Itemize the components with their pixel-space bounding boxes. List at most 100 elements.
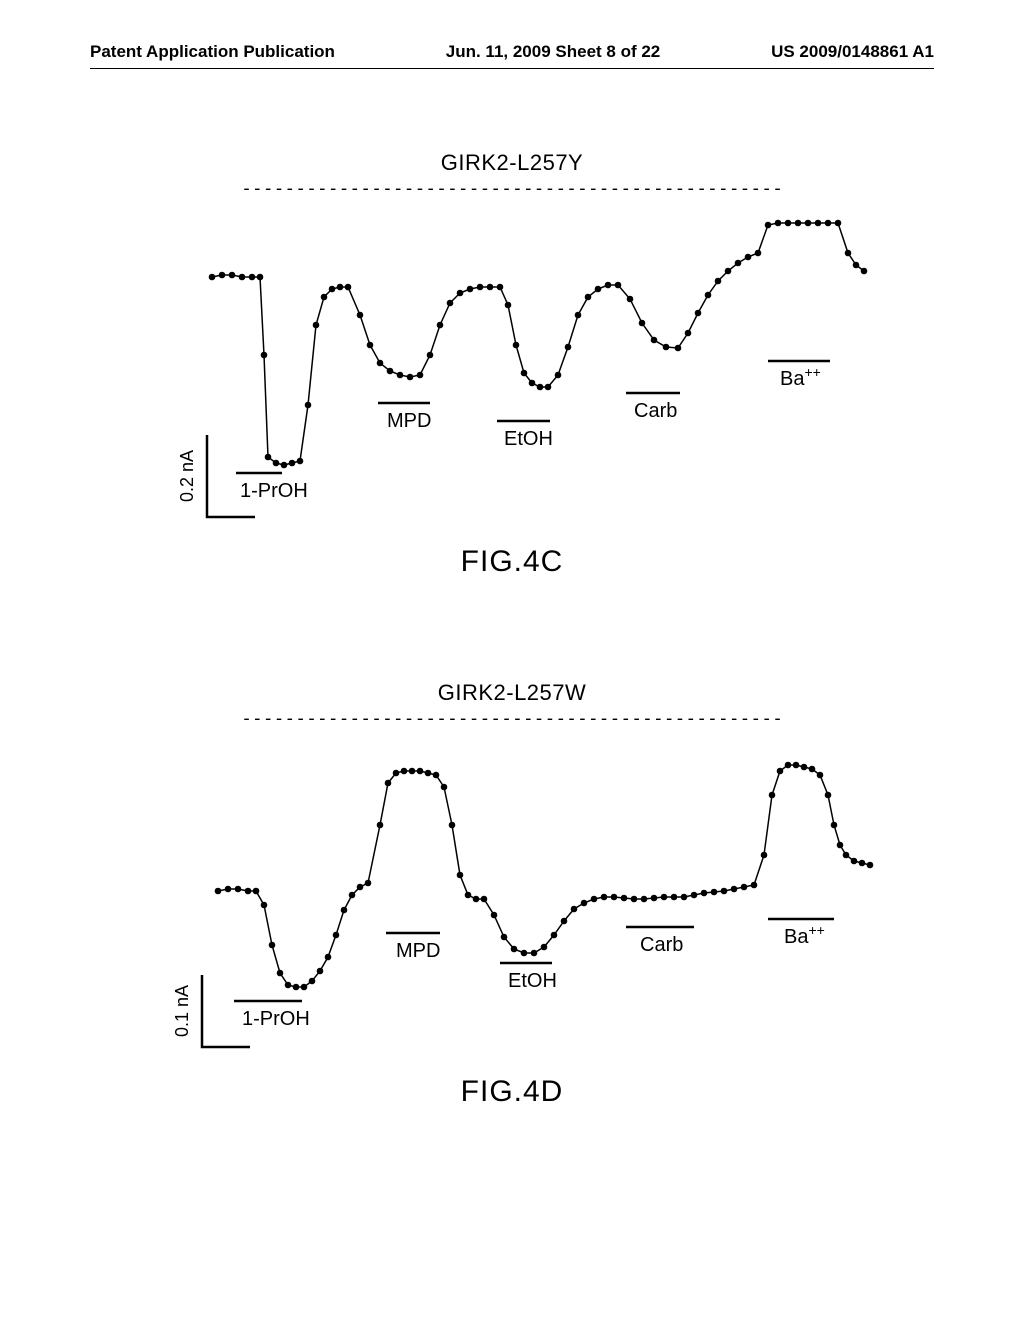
trace-marker [433, 772, 440, 779]
trace-marker [337, 284, 344, 291]
compound-label: EtOH [508, 970, 557, 992]
trace-marker [457, 872, 464, 879]
trace-marker [601, 894, 608, 901]
trace-marker [631, 896, 638, 903]
compound-label: MPD [387, 410, 431, 432]
trace-marker [641, 896, 648, 903]
header-right: US 2009/0148861 A1 [771, 42, 934, 62]
trace-marker [785, 220, 792, 227]
trace-marker [501, 934, 508, 941]
trace-marker [309, 978, 316, 985]
trace-marker [565, 344, 572, 351]
trace-marker [425, 770, 432, 777]
trace-marker [741, 884, 748, 891]
trace-marker [605, 282, 612, 289]
figure-caption: FIG.4C [0, 545, 1024, 579]
trace-marker [529, 380, 536, 387]
trace-svg: 0.2 nA1-PrOHMPDEtOHCarbBa++ [132, 205, 892, 525]
header-rule [90, 68, 934, 69]
trace-marker [537, 384, 544, 391]
trace-marker [487, 284, 494, 291]
trace-marker [521, 370, 528, 377]
trace-marker [397, 372, 404, 379]
page-header: Patent Application Publication Jun. 11, … [0, 42, 1024, 62]
trace-marker [249, 274, 256, 281]
trace-marker [457, 290, 464, 297]
trace-marker [387, 368, 394, 375]
trace-marker [317, 968, 324, 975]
trace-marker [681, 894, 688, 901]
trace-marker [561, 918, 568, 925]
trace-marker [215, 888, 222, 895]
compound-label: Ba++ [780, 364, 821, 390]
trace-marker [385, 780, 392, 787]
trace-marker [447, 300, 454, 307]
trace-marker [541, 944, 548, 951]
trace-marker [801, 764, 808, 771]
trace-marker [615, 282, 622, 289]
compound-label: 1-PrOH [242, 1008, 310, 1030]
trace-marker [861, 268, 868, 275]
figure-dash-rule: ----------------------------------------… [0, 178, 1024, 199]
trace-marker [591, 896, 598, 903]
trace-marker [497, 284, 504, 291]
trace-marker [225, 886, 232, 893]
trace-marker [273, 460, 280, 467]
trace-marker [845, 250, 852, 257]
trace-marker [671, 894, 678, 901]
trace-marker [285, 982, 292, 989]
trace-marker [751, 882, 758, 889]
trace-marker [393, 770, 400, 777]
trace-marker [261, 902, 268, 909]
trace-marker [825, 792, 832, 799]
trace-marker [357, 312, 364, 319]
header-left: Patent Application Publication [90, 42, 335, 62]
trace-marker [769, 792, 776, 799]
trace-marker [815, 220, 822, 227]
trace-marker [867, 862, 874, 869]
trace-marker [377, 822, 384, 829]
scale-label: 0.2 nA [177, 450, 197, 502]
trace-marker [277, 970, 284, 977]
trace-marker [853, 262, 860, 269]
trace-marker [765, 222, 772, 229]
trace-marker [795, 220, 802, 227]
trace-marker [685, 330, 692, 337]
trace-marker [407, 374, 414, 381]
trace-marker [219, 272, 226, 279]
trace-marker [595, 286, 602, 293]
chart-area: 0.1 nA1-PrOHMPDEtOHCarbBa++ [132, 735, 892, 1055]
trace-marker [521, 950, 528, 957]
trace-marker [349, 892, 356, 899]
trace-marker [611, 894, 618, 901]
trace-marker [513, 342, 520, 349]
trace-marker [333, 932, 340, 939]
trace-marker [289, 460, 296, 467]
trace-marker [473, 896, 480, 903]
trace-marker [427, 352, 434, 359]
trace-marker [805, 220, 812, 227]
trace-marker [639, 320, 646, 327]
trace-marker [449, 822, 456, 829]
trace-marker [831, 822, 838, 829]
trace-marker [785, 762, 792, 769]
trace-marker [817, 772, 824, 779]
trace-marker [417, 768, 424, 775]
compound-label: Ba++ [784, 922, 825, 948]
trace-marker [627, 296, 634, 303]
trace-marker [467, 286, 474, 293]
trace-marker [755, 250, 762, 257]
trace-marker [209, 274, 216, 281]
trace-marker [571, 906, 578, 913]
figure-fig4c: GIRK2-L257Y-----------------------------… [0, 150, 1024, 579]
trace-marker [859, 860, 866, 867]
trace-marker [585, 294, 592, 301]
trace-marker [341, 907, 348, 914]
header-center: Jun. 11, 2009 Sheet 8 of 22 [446, 42, 661, 62]
figure-title: GIRK2-L257W [0, 680, 1024, 706]
trace-marker [441, 784, 448, 791]
trace-marker [701, 890, 708, 897]
trace-svg: 0.1 nA1-PrOHMPDEtOHCarbBa++ [132, 735, 892, 1055]
trace-marker [775, 220, 782, 227]
trace-marker [651, 337, 658, 344]
